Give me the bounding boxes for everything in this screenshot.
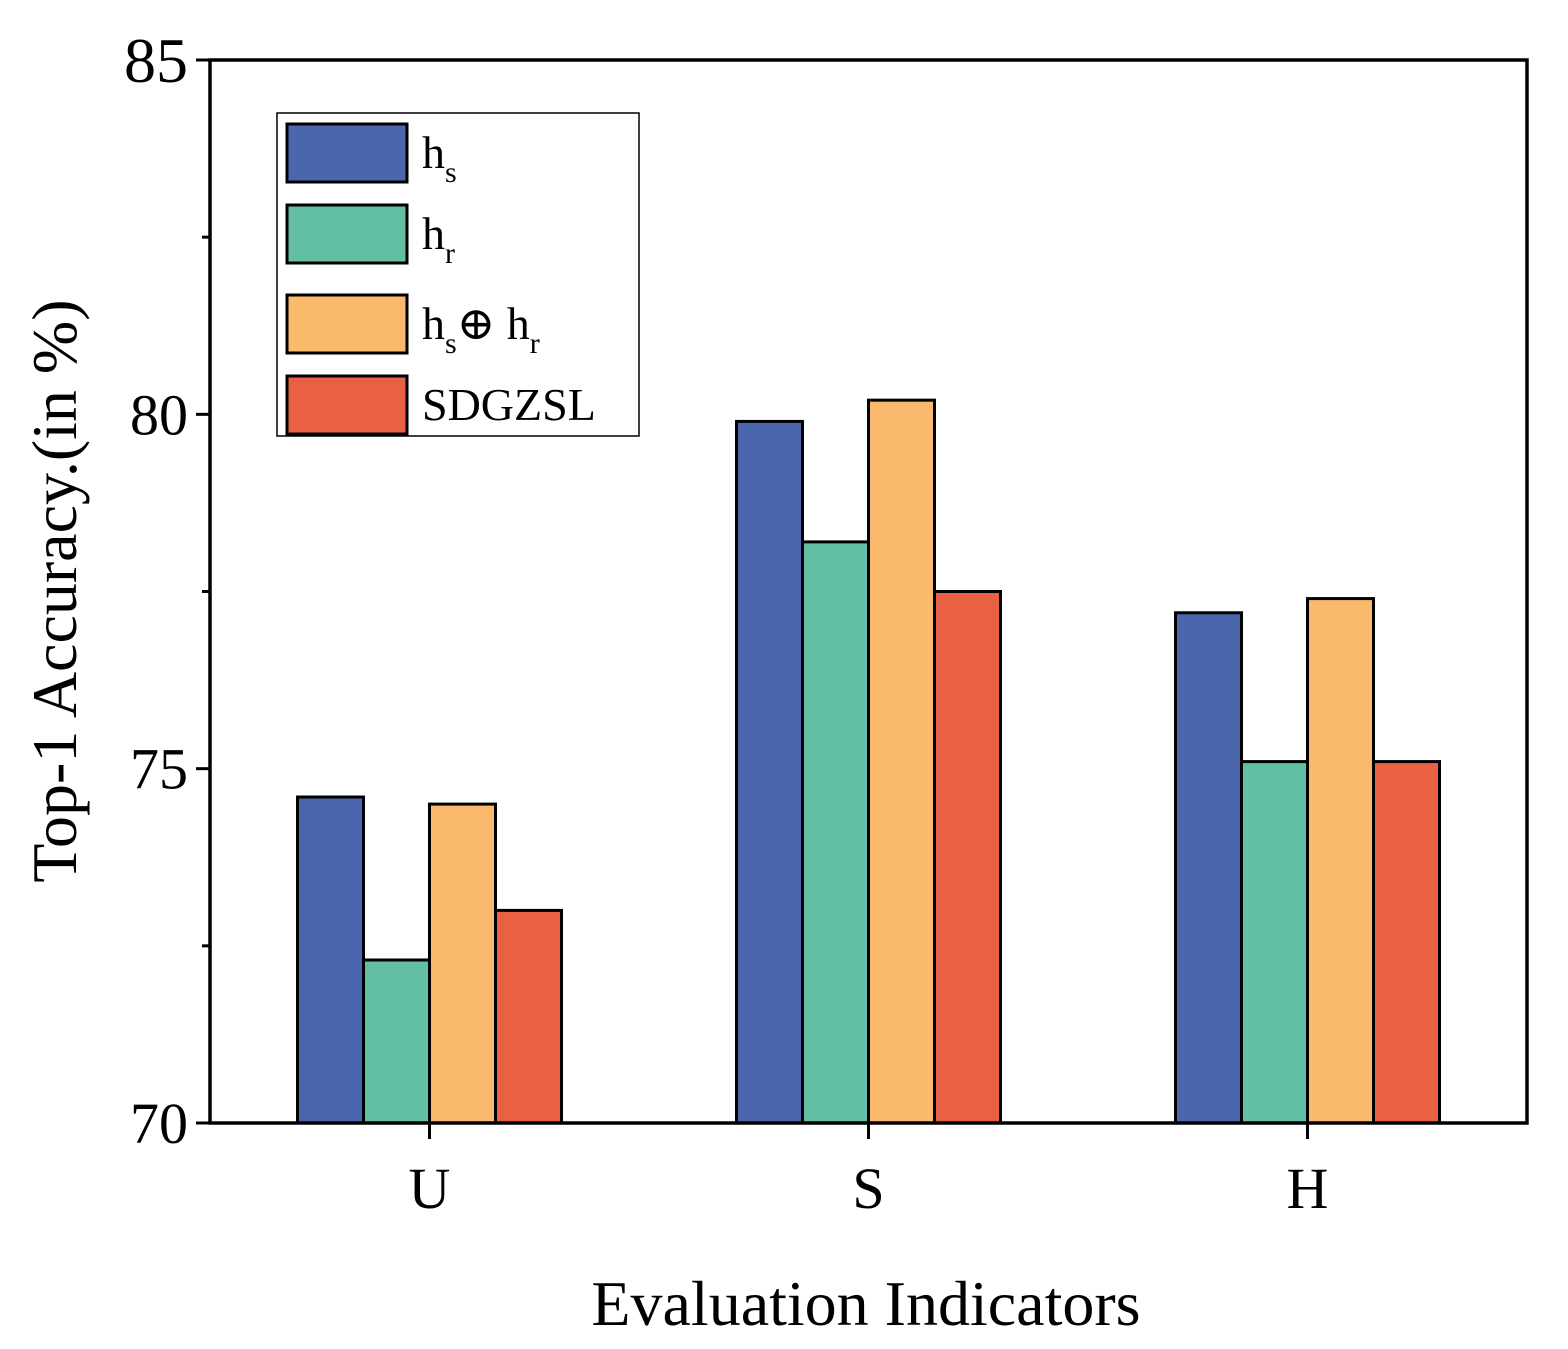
bar-h-series-4 (1372, 760, 1441, 1125)
legend-label-1: hs (422, 127, 457, 189)
y-axis: 70 75 80 85 (124, 25, 210, 1156)
x-axis-title: Evaluation Indicators (591, 1268, 1140, 1339)
bars-group (296, 398, 1441, 1125)
y-tick-label: 85 (124, 25, 188, 96)
bar-s-series-2 (801, 540, 870, 1125)
bar-u-series-4 (494, 908, 563, 1125)
bar-u-series-1 (296, 795, 365, 1125)
legend-label-4: SDGZSL (422, 379, 596, 430)
legend-swatch-4 (285, 374, 409, 436)
bar-u-series-3 (428, 802, 497, 1125)
x-tick-label-h: H (1287, 1156, 1329, 1221)
bar-h-series-2 (1240, 760, 1309, 1125)
y-tick-label: 80 (130, 382, 188, 447)
bar-s-series-3 (867, 398, 936, 1125)
legend-swatch-3 (285, 293, 409, 355)
bar-h-series-3 (1306, 597, 1375, 1125)
bar-u-series-2 (362, 958, 431, 1125)
legend-label-2: hr (422, 208, 455, 270)
legend-label-3: hs⊕ hr (422, 298, 540, 360)
y-tick-label: 75 (130, 737, 188, 802)
legend: hs hr hs⊕ hr SDGZSL (276, 112, 640, 437)
bar-h-series-1 (1174, 611, 1243, 1125)
y-axis-title: Top-1 Accuracy.(in %) (19, 299, 90, 882)
y-tick-label: 70 (130, 1091, 188, 1156)
legend-swatch-2 (285, 203, 409, 265)
x-tick-label-u: U (409, 1156, 451, 1221)
x-tick-label-s: S (852, 1156, 884, 1221)
legend-swatch-1 (285, 122, 409, 184)
bar-s-series-4 (933, 590, 1002, 1125)
bar-s-series-1 (735, 419, 804, 1125)
